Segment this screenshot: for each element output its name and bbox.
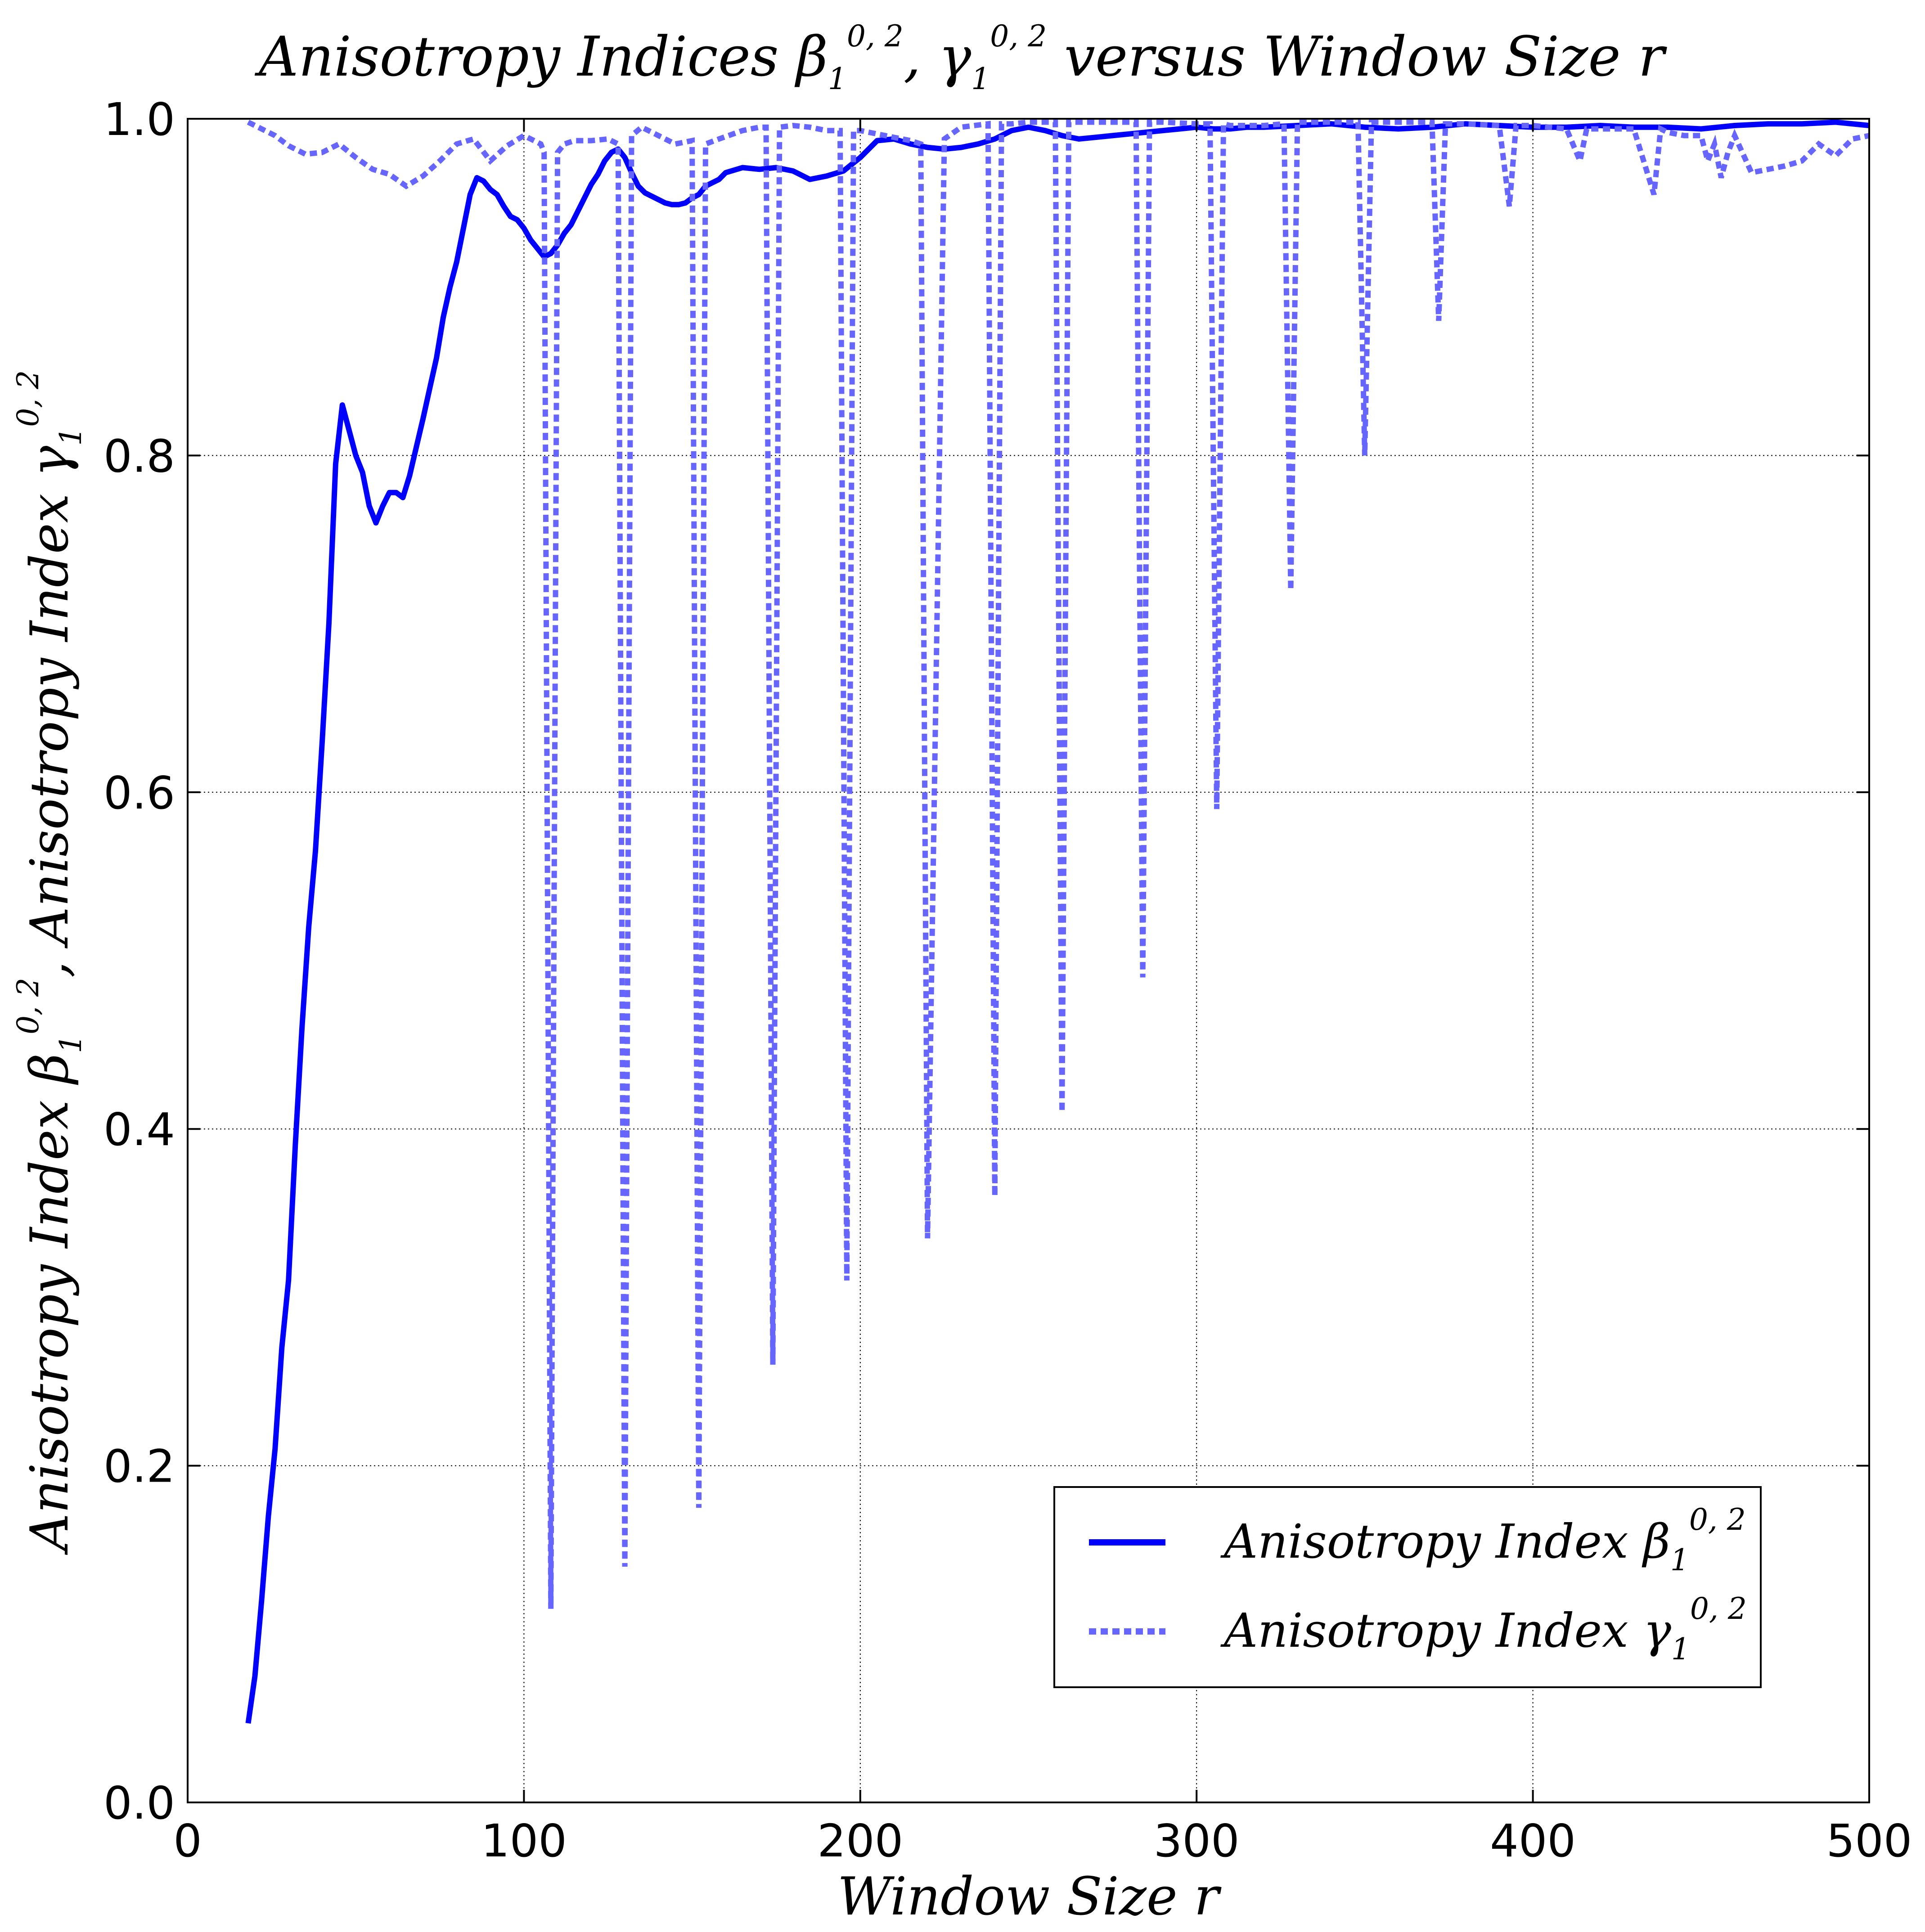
grid-lines [188,119,1869,1802]
chart-title: Anisotropy Indices β10, 2, γ10, 2 versus… [254,19,1667,96]
y-tick-label: 1.0 [103,93,175,146]
series-line-gamma [247,119,1870,1609]
y-axis-title: Anisotropy Index β10, 2, Anisotropy Inde… [11,370,88,1555]
legend-label-beta: Anisotropy Index β10, 2 [1220,1502,1746,1577]
series-layer [245,119,1870,1724]
y-tick-label: 0.0 [103,1777,175,1829]
x-tick-label: 0 [173,1815,202,1867]
legend: Anisotropy Index β10, 2 Anisotropy Index… [1053,1486,1762,1688]
y-tick-label: 0.2 [103,1440,175,1493]
x-tick-label: 100 [481,1815,567,1867]
legend-label-gamma: Anisotropy Index γ10, 2 [1220,1591,1747,1667]
series-line-beta [245,119,1870,1724]
x-tick-label: 400 [1490,1815,1576,1867]
legend-box [1053,1486,1762,1688]
x-axis-title: Window Size r [837,1866,1222,1927]
plot-frame [187,118,1870,1803]
y-tick-label: 0.6 [103,767,175,819]
y-tick-label: 0.4 [103,1103,175,1156]
x-tick-label: 200 [817,1815,903,1867]
x-tick-label: 500 [1826,1815,1912,1867]
axis-ticks: 0 100 200 300 400 500 0.0 0.2 0.4 0.6 0.8 1.0 [103,93,1912,1867]
x-tick-label: 300 [1154,1815,1240,1867]
y-tick-label: 0.8 [103,430,175,482]
